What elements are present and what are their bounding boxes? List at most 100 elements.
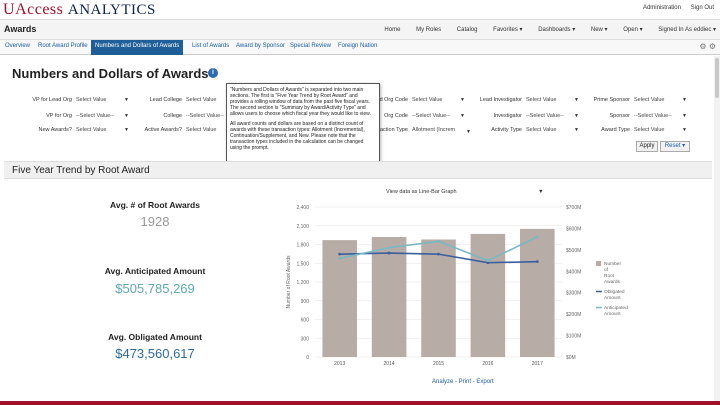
chevron-down-icon: ▼ [682, 113, 687, 119]
legend-label: Obligated [604, 289, 625, 295]
settings-icon[interactable]: ⚙ ⚙ [699, 42, 716, 51]
y-tick-label: 900 [301, 299, 310, 305]
apply-button[interactable]: Apply [636, 141, 658, 152]
kpi-anticipated-value: $505,785,269 [115, 281, 195, 296]
legend-label: Amount [604, 311, 621, 317]
legend-label: of [604, 267, 609, 273]
y-tick-label: 1,500 [296, 261, 309, 267]
filter-lead-investigator[interactable]: Lead Investigator Select Value ▼ [479, 97, 579, 103]
app-header: Awards Home My Roles Catalog Favorites ▾… [0, 20, 720, 40]
vertical-scrollbar[interactable] [714, 56, 720, 405]
filter-investigator[interactable]: Investigator --Select Value-- ▼ [493, 113, 579, 119]
chevron-down-icon: ▼ [124, 127, 129, 133]
tab-award-by-sponsor[interactable]: Award by Sponsor [236, 43, 285, 49]
y2-tick-label: $700M [566, 205, 581, 211]
line-point [338, 257, 342, 260]
legend-label: Root [604, 273, 615, 279]
y-tick-label: 1,800 [296, 243, 309, 249]
nav-signed-in-user[interactable]: Signed In As eddiec ▾ [658, 27, 716, 33]
administration-link[interactable]: Administration [642, 5, 681, 11]
y2-tick-label: $500M [566, 248, 581, 254]
filter-transaction-type[interactable]: Transaction Type Allotment (Increm ▼ [366, 127, 471, 135]
bar [520, 228, 555, 357]
y-tick-label: 0 [306, 355, 309, 361]
sign-out-link[interactable]: Sign Out [690, 5, 714, 11]
y2-tick-label: $400M [566, 269, 581, 275]
chevron-down-icon: ▼ [466, 129, 471, 135]
chevron-down-icon: ▼ [682, 127, 687, 133]
tab-numbers-and-dollars[interactable]: Numbers and Dollars of Awards [91, 40, 184, 55]
tab-root-award-profile[interactable]: Root Award Profile [38, 43, 88, 49]
y2-tick-label: $200M [566, 312, 581, 318]
legend-label: Number [604, 261, 621, 267]
x-tick-label: 2015 [433, 361, 444, 367]
bar [470, 233, 506, 357]
view-as-dropdown[interactable]: View data as Line-Bar Graph ▼ [386, 189, 544, 195]
legend-swatch [596, 261, 601, 266]
chart-actions[interactable]: Analyze - Print - Export [432, 379, 494, 385]
nav-open[interactable]: Open ▾ [623, 27, 643, 33]
tab-foreign-nation[interactable]: Foreign Nation [338, 43, 378, 49]
scrollbar-thumb[interactable] [715, 58, 719, 98]
filter-activity-type[interactable]: Activity Type Select Value ▼ [491, 127, 579, 133]
line-point [387, 251, 391, 255]
section-header-bar [4, 161, 712, 179]
chevron-down-icon: ▼ [574, 113, 579, 119]
filter-org-code[interactable]: Org Code --Select Value-- ▼ [384, 113, 465, 119]
filter-lead-org-code[interactable]: Lead Org Code Select Value ▼ [370, 97, 465, 103]
info-icon[interactable]: i [208, 68, 218, 78]
line-point [338, 252, 342, 256]
tab-list-of-awards[interactable]: List of Awards [192, 43, 230, 49]
filter-sponsor[interactable]: Sponsor --Select Value-- ▼ [609, 113, 687, 119]
chevron-down-icon: ▼ [124, 97, 129, 103]
y2-tick-label: $0M [566, 355, 576, 361]
chevron-down-icon: ▼ [124, 113, 129, 119]
y-tick-label: 2,400 [296, 205, 309, 211]
bar [371, 237, 407, 357]
tooltip-paragraph-2: All award counts and dollars are based o… [230, 121, 365, 151]
tab-special-review[interactable]: Special Review [290, 43, 332, 49]
chevron-down-icon: ▼ [460, 97, 465, 103]
filter-vp-lead-org[interactable]: VP for Lead Org Select Value ▼ [32, 97, 129, 103]
app-title: Awards [4, 24, 37, 34]
legend-label: Awards [604, 279, 621, 285]
y2-tick-label: $300M [566, 291, 581, 297]
chevron-down-icon: ▼ [682, 97, 687, 103]
global-nav: Home My Roles Catalog Favorites ▾ Dashbo… [370, 26, 716, 33]
x-tick-label: 2013 [334, 361, 345, 367]
kpi-root-awards-label: Avg. # of Root Awards [110, 200, 200, 210]
brand-logo[interactable]: UAccess ANALYTICS [3, 1, 156, 18]
filter-active-awards[interactable]: Active Awards? Select Value [144, 127, 217, 133]
line-point [437, 252, 440, 256]
y-tick-label: 2,100 [296, 224, 309, 230]
chevron-down-icon: ▼ [538, 189, 544, 195]
filter-prime-sponsor[interactable]: Prime Sponsor Select Value ▼ [593, 97, 687, 103]
y-tick-label: 600 [301, 318, 310, 324]
nav-favorites[interactable]: Favorites ▾ [493, 27, 523, 33]
nav-dashboards[interactable]: Dashboards ▾ [538, 27, 576, 33]
filter-new-awards[interactable]: New Awards? Select Value ▼ [38, 127, 129, 133]
nav-my-roles[interactable]: My Roles [416, 27, 442, 33]
reset-button[interactable]: Reset ▾ [660, 141, 690, 152]
filter-award-type[interactable]: Award Type Select Value ▼ [601, 127, 687, 133]
top-links: Administration Sign Out [635, 5, 714, 11]
page-title: Numbers and Dollars of Awards [12, 66, 209, 81]
chevron-down-icon: ▼ [460, 113, 465, 119]
filter-college[interactable]: College --Select Value-- [163, 113, 224, 119]
legend-label: Amount [604, 295, 621, 301]
legend-label: Anticipated [604, 305, 628, 311]
line-point [387, 246, 391, 250]
filter-vp-org[interactable]: VP for Org --Select Value-- ▼ [46, 113, 129, 119]
info-tooltip: "Numbers and Dollars of Awards" is separ… [226, 83, 380, 171]
tooltip-paragraph-1: "Numbers and Dollars of Awards" is separ… [230, 87, 371, 117]
kpi-anticipated-label: Avg. Anticipated Amount [104, 266, 206, 276]
nav-home[interactable]: Home [384, 27, 401, 33]
bar [421, 239, 456, 357]
y2-tick-label: $100M [566, 334, 581, 340]
tab-overview[interactable]: Overview [5, 43, 31, 49]
line-point [437, 239, 440, 243]
filter-lead-college[interactable]: Lead College Select Value [149, 97, 217, 103]
nav-new[interactable]: New ▾ [590, 27, 608, 33]
y-tick-label: 1,200 [296, 280, 309, 286]
nav-catalog[interactable]: Catalog [456, 27, 478, 33]
